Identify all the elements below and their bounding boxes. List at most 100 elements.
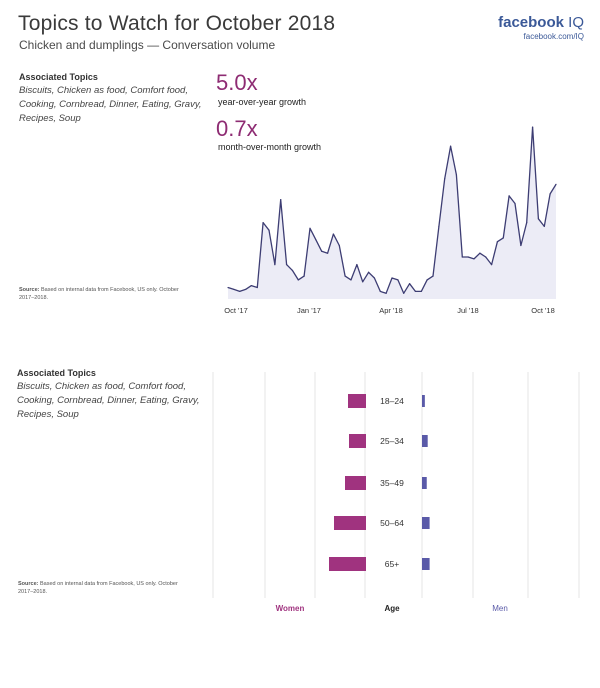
volume-point [520, 244, 522, 247]
volume-point [367, 271, 370, 273]
axis-label-age: Age [384, 604, 400, 613]
volume-point [362, 281, 364, 283]
volume-area [228, 127, 556, 299]
source-label: Source: [18, 581, 39, 587]
volume-point [461, 256, 463, 258]
legend-women: Women [276, 604, 305, 613]
volume-point [268, 229, 270, 231]
age-gender-chart: 18–24 25–34 35–49 50–64 65+ Women Age Men [212, 372, 580, 613]
volume-point [549, 193, 551, 195]
volume-point [262, 222, 264, 224]
volume-point [256, 286, 258, 289]
source-text: Based on internal data from Facebook, US… [18, 581, 178, 595]
mom-growth-label: month-over-month growth [218, 142, 322, 152]
associated-topics-list: Biscuits, Chicken as food, Comfort food,… [19, 85, 202, 124]
volume-point [344, 275, 346, 277]
x-tick-label: Jul '18 [457, 306, 478, 315]
men-bar [422, 558, 430, 570]
age-category-label: 50–64 [380, 518, 404, 528]
volume-point [502, 237, 504, 239]
volume-point [309, 227, 311, 229]
x-tick-label: Oct '18 [531, 306, 555, 315]
volume-point [332, 233, 335, 235]
brand-suffix: IQ [568, 14, 584, 31]
men-bar [422, 395, 425, 407]
brand-name: facebook [498, 14, 564, 31]
brand-url[interactable]: facebook.com/IQ [523, 32, 584, 41]
volume-point [432, 275, 434, 277]
associated-topics-bottom: Associated Topics Biscuits, Chicken as f… [17, 368, 202, 422]
volume-point [321, 250, 323, 252]
volume-point [379, 290, 381, 292]
volume-point [250, 285, 253, 287]
volume-point [285, 264, 288, 266]
volume-point [490, 264, 493, 266]
brand-logo[interactable]: facebook IQ facebook.com/IQ [498, 14, 584, 41]
volume-point [326, 252, 329, 254]
associated-topics-title: Associated Topics [17, 368, 96, 378]
volume-point [244, 288, 247, 291]
source-label: Source: [19, 287, 40, 293]
volume-point [297, 279, 299, 281]
volume-point [385, 292, 387, 294]
men-bar [422, 517, 430, 529]
associated-topics-list: Biscuits, Chicken as food, Comfort food,… [17, 381, 200, 420]
volume-point [227, 286, 229, 289]
mom-growth-value: 0.7x [216, 116, 258, 141]
volume-point [485, 256, 487, 258]
volume-point [403, 292, 405, 294]
men-bar [422, 477, 427, 489]
women-bar [345, 476, 366, 490]
volume-point [408, 283, 411, 285]
volume-point [280, 199, 282, 201]
women-bar [349, 434, 366, 448]
page-subtitle: Chicken and dumplings — Conversation vol… [19, 38, 276, 52]
volume-point [356, 264, 358, 266]
associated-topics-title: Associated Topics [19, 72, 98, 82]
volume-point [473, 258, 475, 260]
volume-point [514, 202, 516, 205]
volume-point [291, 269, 294, 271]
age-category-label: 25–34 [380, 436, 404, 446]
volume-point [444, 178, 446, 180]
women-bar [348, 394, 366, 408]
volume-point [531, 126, 534, 128]
x-tick-label: Oct '17 [224, 306, 248, 315]
page-title: Topics to Watch for October 2018 [18, 12, 336, 35]
legend-men: Men [492, 604, 508, 613]
x-tick-label: Apr '18 [379, 306, 403, 315]
age-category-label: 18–24 [380, 396, 404, 406]
associated-topics-top: Associated Topics Biscuits, Chicken as f… [19, 72, 204, 126]
volume-point [315, 239, 317, 241]
volume-point [373, 277, 376, 279]
age-category-label: 35–49 [380, 478, 404, 488]
source-note-bottom: Source: Based on internal data from Face… [18, 580, 178, 596]
volume-point [350, 279, 352, 281]
women-bar [334, 516, 366, 530]
volume-point [303, 275, 305, 277]
volume-point [233, 288, 235, 291]
volume-point [508, 195, 510, 197]
volume-point [391, 277, 393, 279]
men-bar [422, 435, 428, 447]
volume-point [338, 244, 340, 247]
volume-point [239, 290, 241, 292]
x-tick-label: Jan '17 [297, 306, 321, 315]
volume-point [438, 225, 440, 228]
women-bar [329, 557, 366, 571]
volume-point [496, 241, 499, 243]
source-note-top: Source: Based on internal data from Face… [19, 286, 179, 302]
volume-point [543, 225, 545, 228]
volume-point [537, 218, 540, 220]
yoy-growth-value: 5.0x [216, 70, 258, 95]
age-category-label: 65+ [385, 559, 399, 569]
volume-point [449, 145, 452, 147]
yoy-growth-label: year-over-year growth [218, 97, 307, 107]
source-text: Based on internal data from Facebook, US… [19, 287, 179, 301]
volume-point [397, 279, 399, 281]
volume-point [555, 183, 557, 185]
volume-point [420, 290, 422, 292]
volume-point [479, 252, 481, 254]
volume-point [526, 222, 528, 224]
volume-point [426, 279, 428, 281]
